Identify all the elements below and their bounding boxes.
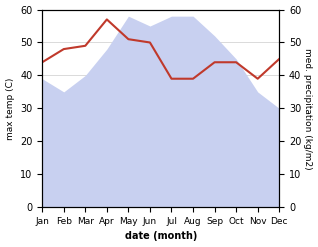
Y-axis label: med. precipitation (kg/m2): med. precipitation (kg/m2) [303,48,313,169]
Y-axis label: max temp (C): max temp (C) [5,77,15,140]
X-axis label: date (month): date (month) [125,231,197,242]
